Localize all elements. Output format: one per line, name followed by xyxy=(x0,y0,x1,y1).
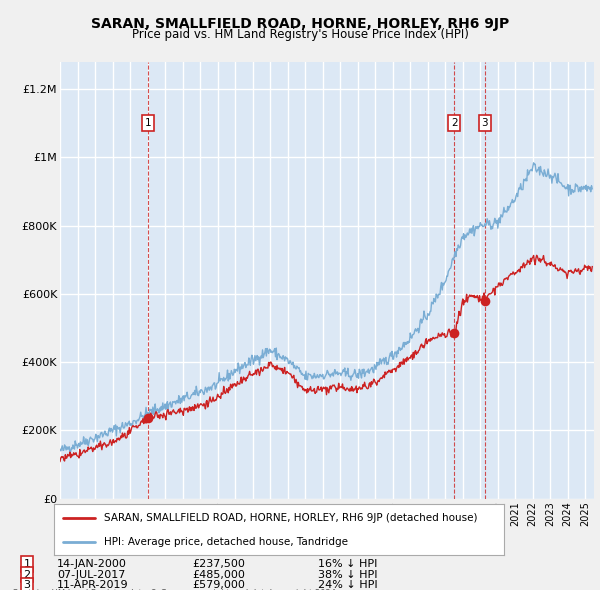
Text: SARAN, SMALLFIELD ROAD, HORNE, HORLEY, RH6 9JP (detached house): SARAN, SMALLFIELD ROAD, HORNE, HORLEY, R… xyxy=(104,513,477,523)
Text: £485,000: £485,000 xyxy=(192,570,245,579)
Text: 3: 3 xyxy=(482,118,488,128)
Text: 1: 1 xyxy=(145,118,152,128)
Text: 24% ↓ HPI: 24% ↓ HPI xyxy=(318,581,377,590)
Text: £237,500: £237,500 xyxy=(192,559,245,569)
Text: 2: 2 xyxy=(23,570,31,579)
Text: Contains HM Land Registry data © Crown copyright and database right 2024.: Contains HM Land Registry data © Crown c… xyxy=(12,589,338,590)
Text: £579,000: £579,000 xyxy=(192,581,245,590)
Text: 1: 1 xyxy=(23,559,31,569)
Text: HPI: Average price, detached house, Tandridge: HPI: Average price, detached house, Tand… xyxy=(104,537,347,547)
Text: 11-APR-2019: 11-APR-2019 xyxy=(57,581,128,590)
Text: 16% ↓ HPI: 16% ↓ HPI xyxy=(318,559,377,569)
Text: 07-JUL-2017: 07-JUL-2017 xyxy=(57,570,125,579)
Text: 2: 2 xyxy=(451,118,457,128)
Text: SARAN, SMALLFIELD ROAD, HORNE, HORLEY, RH6 9JP: SARAN, SMALLFIELD ROAD, HORNE, HORLEY, R… xyxy=(91,17,509,31)
Text: 14-JAN-2000: 14-JAN-2000 xyxy=(57,559,127,569)
Text: Price paid vs. HM Land Registry's House Price Index (HPI): Price paid vs. HM Land Registry's House … xyxy=(131,28,469,41)
Text: 38% ↓ HPI: 38% ↓ HPI xyxy=(318,570,377,579)
Text: 3: 3 xyxy=(23,581,31,590)
